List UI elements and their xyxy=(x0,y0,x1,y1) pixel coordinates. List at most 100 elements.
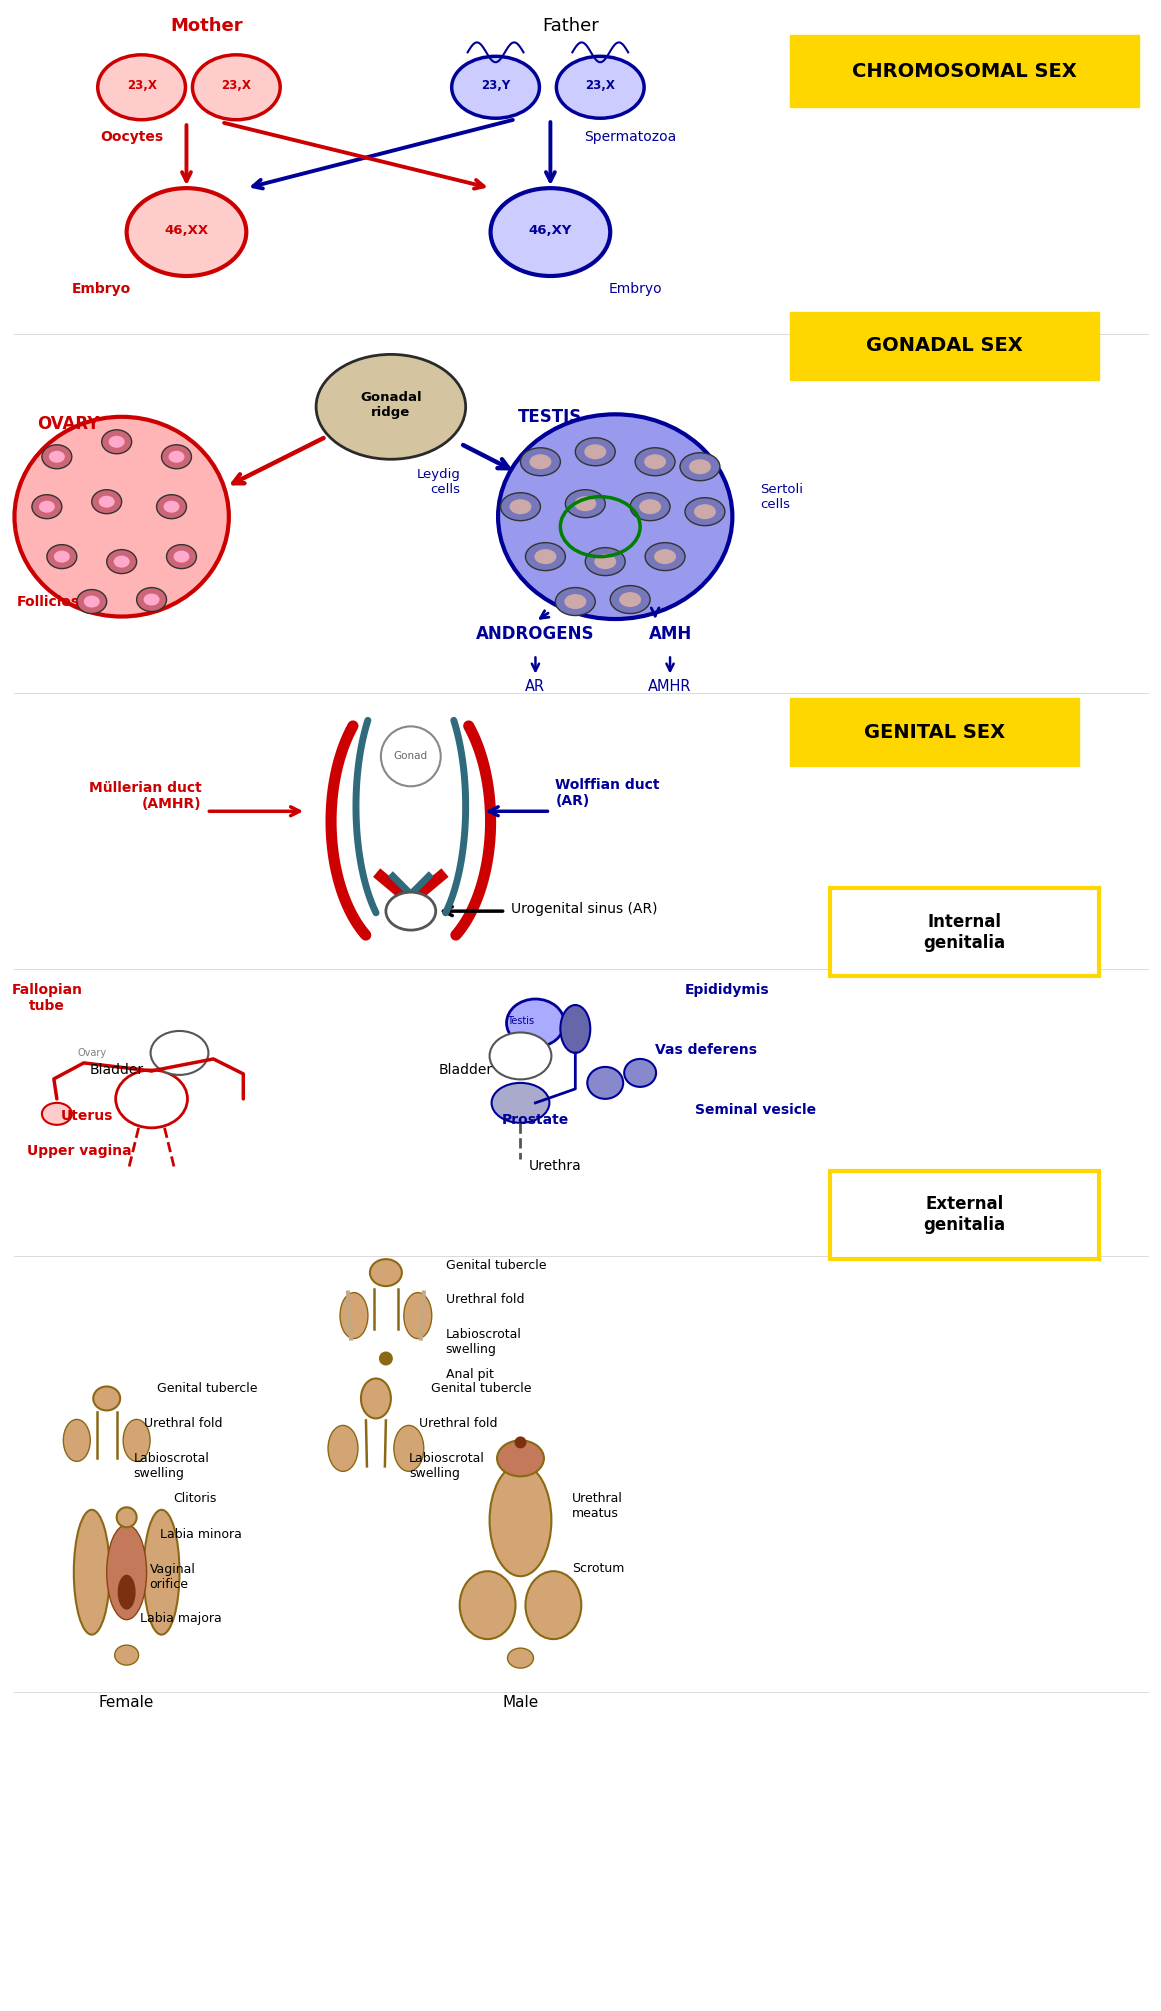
Ellipse shape xyxy=(107,549,137,573)
Circle shape xyxy=(116,1508,137,1526)
Ellipse shape xyxy=(340,1293,368,1339)
Ellipse shape xyxy=(694,505,716,519)
Text: Clitoris: Clitoris xyxy=(173,1492,217,1506)
Ellipse shape xyxy=(102,430,131,454)
Text: Bladder: Bladder xyxy=(439,1064,492,1078)
Text: Labioscrotal
swelling: Labioscrotal swelling xyxy=(446,1327,521,1355)
Ellipse shape xyxy=(556,56,644,119)
Text: Labioscrotal
swelling: Labioscrotal swelling xyxy=(409,1452,484,1480)
Text: CHROMOSOMAL SEX: CHROMOSOMAL SEX xyxy=(852,62,1076,80)
Ellipse shape xyxy=(14,416,229,617)
Text: Urethra: Urethra xyxy=(529,1158,582,1172)
Ellipse shape xyxy=(507,1649,533,1667)
Ellipse shape xyxy=(460,1571,515,1639)
Ellipse shape xyxy=(168,450,185,463)
FancyBboxPatch shape xyxy=(830,1170,1098,1259)
Ellipse shape xyxy=(587,1068,623,1098)
Text: Scrotum: Scrotum xyxy=(572,1563,625,1575)
Text: Epididymis: Epididymis xyxy=(685,983,770,997)
Ellipse shape xyxy=(77,589,107,613)
Text: AMHR: AMHR xyxy=(648,680,692,694)
Text: External
genitalia: External genitalia xyxy=(923,1195,1005,1235)
Text: Embryo: Embryo xyxy=(608,282,662,296)
Ellipse shape xyxy=(585,547,625,575)
Ellipse shape xyxy=(520,448,561,477)
Ellipse shape xyxy=(490,1464,551,1577)
Text: Female: Female xyxy=(99,1695,154,1709)
Ellipse shape xyxy=(594,555,616,569)
Ellipse shape xyxy=(116,1070,187,1128)
Ellipse shape xyxy=(619,591,641,607)
Ellipse shape xyxy=(93,1386,121,1410)
Ellipse shape xyxy=(685,497,724,525)
Ellipse shape xyxy=(53,551,70,563)
Ellipse shape xyxy=(644,454,666,469)
Ellipse shape xyxy=(565,491,605,517)
Ellipse shape xyxy=(654,549,676,565)
Text: Seminal vesicle: Seminal vesicle xyxy=(695,1102,816,1116)
Ellipse shape xyxy=(646,543,685,571)
Ellipse shape xyxy=(164,501,180,513)
Text: 23,X: 23,X xyxy=(127,78,157,93)
Text: Urethral fold: Urethral fold xyxy=(144,1418,222,1430)
Ellipse shape xyxy=(98,54,186,121)
Text: Urethral
meatus: Urethral meatus xyxy=(572,1492,623,1520)
Ellipse shape xyxy=(452,56,540,119)
Ellipse shape xyxy=(394,1426,424,1472)
Ellipse shape xyxy=(99,495,115,507)
Ellipse shape xyxy=(534,549,556,565)
FancyBboxPatch shape xyxy=(789,312,1098,380)
Text: Uterus: Uterus xyxy=(60,1108,113,1122)
Ellipse shape xyxy=(84,595,100,607)
Ellipse shape xyxy=(630,493,670,521)
Ellipse shape xyxy=(316,354,466,459)
Text: Genital tubercle: Genital tubercle xyxy=(157,1382,257,1396)
Ellipse shape xyxy=(137,587,166,611)
FancyBboxPatch shape xyxy=(789,36,1139,107)
Ellipse shape xyxy=(404,1293,432,1339)
Ellipse shape xyxy=(49,450,65,463)
Ellipse shape xyxy=(576,438,615,467)
Circle shape xyxy=(514,1436,526,1448)
Circle shape xyxy=(381,726,441,786)
Ellipse shape xyxy=(144,593,159,605)
Ellipse shape xyxy=(625,1060,656,1086)
Ellipse shape xyxy=(193,54,280,121)
Ellipse shape xyxy=(490,1032,551,1080)
FancyBboxPatch shape xyxy=(789,698,1079,766)
Text: GONADAL SEX: GONADAL SEX xyxy=(866,336,1023,356)
Ellipse shape xyxy=(526,1571,582,1639)
Ellipse shape xyxy=(680,452,720,481)
Text: Prostate: Prostate xyxy=(502,1112,569,1126)
Ellipse shape xyxy=(491,1082,549,1122)
Ellipse shape xyxy=(107,1524,146,1619)
Ellipse shape xyxy=(173,551,189,563)
Text: ANDROGENS: ANDROGENS xyxy=(476,625,594,644)
Ellipse shape xyxy=(127,189,246,276)
Ellipse shape xyxy=(385,893,435,931)
Ellipse shape xyxy=(497,1440,543,1476)
Ellipse shape xyxy=(575,497,597,511)
Text: Father: Father xyxy=(542,18,599,36)
Text: Wolffian duct
(AR): Wolffian duct (AR) xyxy=(555,778,659,808)
Text: 23,Y: 23,Y xyxy=(481,78,510,93)
Ellipse shape xyxy=(561,1006,590,1054)
Ellipse shape xyxy=(500,493,540,521)
Text: Urogenital sinus (AR): Urogenital sinus (AR) xyxy=(511,903,657,917)
Text: Müllerian duct
(AMHR): Müllerian duct (AMHR) xyxy=(88,780,201,810)
Ellipse shape xyxy=(157,495,187,519)
Ellipse shape xyxy=(144,1510,180,1635)
Ellipse shape xyxy=(688,459,711,475)
Ellipse shape xyxy=(166,545,196,569)
Text: Anal pit: Anal pit xyxy=(446,1369,493,1382)
Text: Mother: Mother xyxy=(171,18,243,36)
Text: AR: AR xyxy=(526,680,546,694)
Ellipse shape xyxy=(361,1378,391,1418)
Ellipse shape xyxy=(161,444,192,469)
Ellipse shape xyxy=(611,585,650,613)
Text: Oocytes: Oocytes xyxy=(100,131,164,145)
Text: Gonadal
ridge: Gonadal ridge xyxy=(360,390,421,418)
Text: 23,X: 23,X xyxy=(222,78,251,93)
Ellipse shape xyxy=(564,593,586,609)
Text: Vas deferens: Vas deferens xyxy=(655,1044,757,1058)
